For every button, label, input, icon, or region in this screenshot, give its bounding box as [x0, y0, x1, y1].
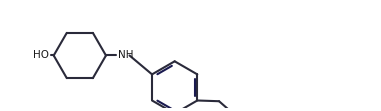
Text: NH: NH — [118, 51, 133, 60]
Text: HO: HO — [34, 51, 50, 60]
